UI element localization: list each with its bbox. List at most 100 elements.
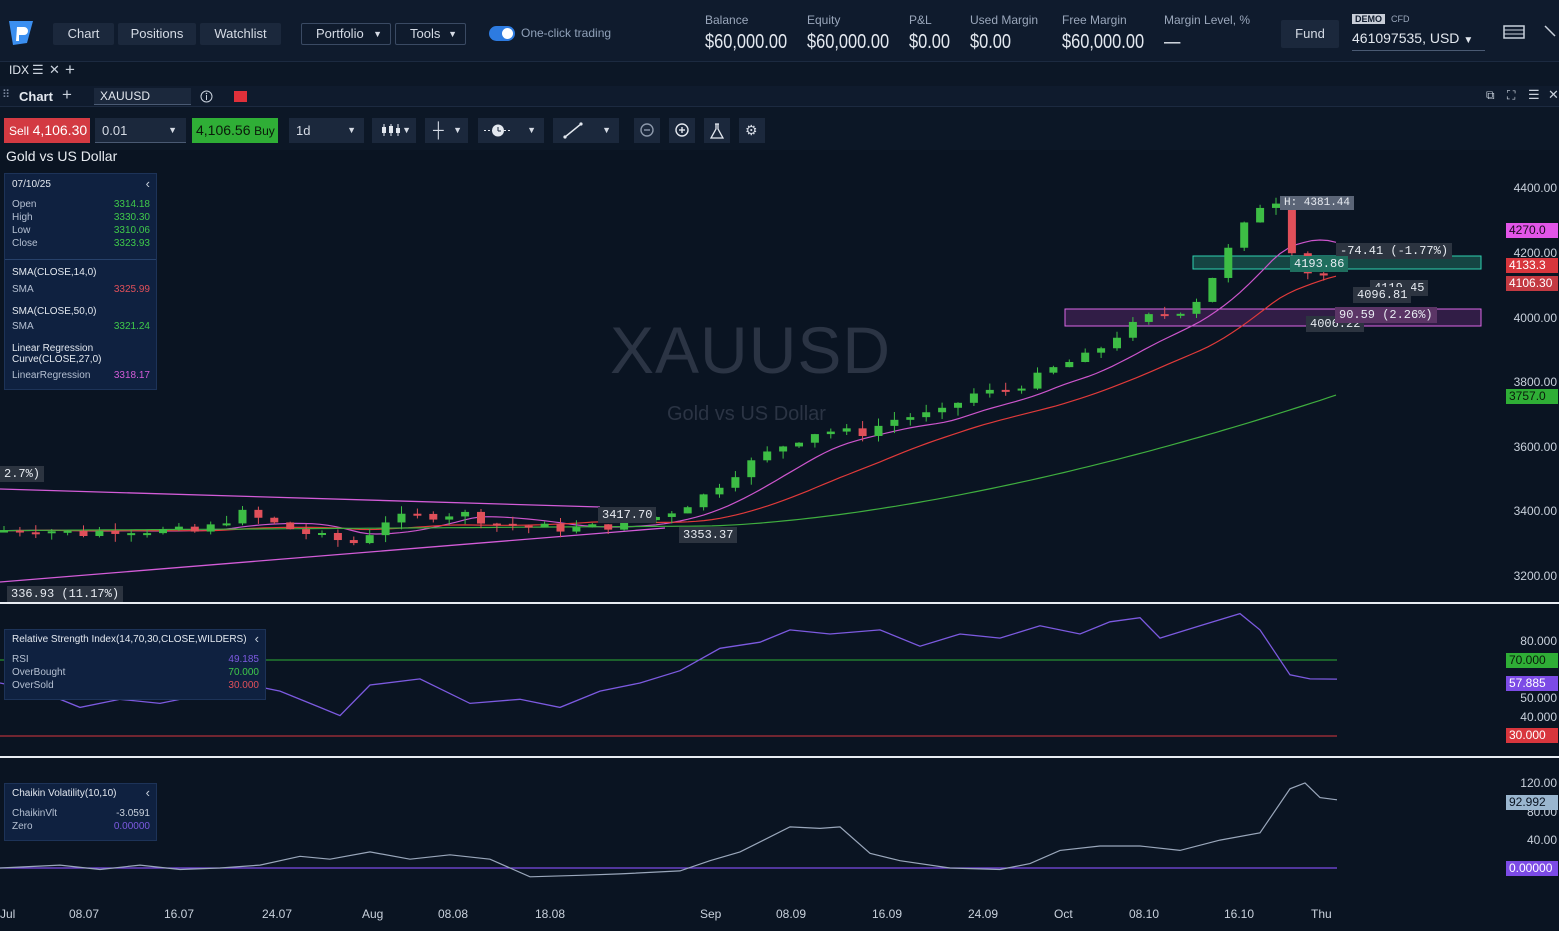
candle-body[interactable] xyxy=(1319,273,1328,276)
candle-body[interactable] xyxy=(1065,362,1074,368)
studies-button[interactable] xyxy=(704,118,730,143)
fullscreen-icon[interactable]: ⛶ xyxy=(1507,88,1516,102)
zoom-out-button[interactable] xyxy=(634,118,660,143)
candle-body[interactable] xyxy=(445,516,454,520)
candle-body[interactable] xyxy=(556,523,565,532)
pane-separator[interactable] xyxy=(0,602,1559,604)
one-click-toggle[interactable] xyxy=(489,26,515,41)
candle-body[interactable] xyxy=(922,412,931,418)
candle-body[interactable] xyxy=(222,523,231,526)
candle-body[interactable] xyxy=(763,451,772,461)
candle-body[interactable] xyxy=(1049,367,1058,373)
candle-body[interactable] xyxy=(938,407,947,413)
candle-body[interactable] xyxy=(969,393,978,403)
candle-body[interactable] xyxy=(333,532,342,541)
color-marker-icon[interactable] xyxy=(234,91,247,102)
app-logo-icon[interactable] xyxy=(5,17,37,49)
nav-watchlist-button[interactable]: Watchlist xyxy=(200,23,281,45)
candle-body[interactable] xyxy=(15,530,24,533)
candle-body[interactable] xyxy=(0,530,8,533)
candle-body[interactable] xyxy=(1256,207,1265,223)
candle-body[interactable] xyxy=(429,513,438,520)
candle-body[interactable] xyxy=(604,524,613,530)
candle-body[interactable] xyxy=(588,524,597,528)
candle-body[interactable] xyxy=(906,417,915,420)
candle-body[interactable] xyxy=(985,389,994,394)
trendline-upper[interactable] xyxy=(0,488,601,508)
candle-body[interactable] xyxy=(174,526,183,530)
candle-body[interactable] xyxy=(890,419,899,426)
candle-body[interactable] xyxy=(492,523,501,526)
symbol-input[interactable]: XAUUSD xyxy=(94,88,191,105)
candle-body[interactable] xyxy=(79,530,88,537)
candle-body[interactable] xyxy=(397,513,406,523)
candle-body[interactable] xyxy=(413,513,422,516)
candle-body[interactable] xyxy=(477,511,485,524)
candle-body[interactable] xyxy=(826,431,835,435)
candle-body[interactable] xyxy=(731,477,740,488)
candle-body[interactable] xyxy=(1287,203,1296,254)
quantity-input[interactable]: 0.01 ▼ xyxy=(95,118,186,143)
candle-body[interactable] xyxy=(47,531,56,534)
collapse-icon[interactable]: ‹ xyxy=(145,176,150,191)
add-tab-icon[interactable]: + xyxy=(65,60,75,79)
candle-body[interactable] xyxy=(461,511,470,517)
candle-body[interactable] xyxy=(1160,314,1169,317)
candle-body[interactable] xyxy=(667,513,676,517)
candle-body[interactable] xyxy=(270,517,279,523)
add-chart-icon[interactable]: + xyxy=(62,85,72,104)
candle-body[interactable] xyxy=(1081,352,1090,363)
buy-button[interactable]: 4,106.56 Buy xyxy=(192,118,278,143)
candle-body[interactable] xyxy=(111,530,120,534)
trendline-lower[interactable] xyxy=(0,527,666,583)
close-chart-icon[interactable]: ✕ xyxy=(1548,87,1559,102)
close-tab-icon[interactable]: ✕ xyxy=(49,62,60,77)
candle-body[interactable] xyxy=(1272,203,1280,208)
candle-body[interactable] xyxy=(190,526,199,532)
candle-body[interactable] xyxy=(524,525,533,528)
candle-body[interactable] xyxy=(318,532,326,535)
candle-body[interactable] xyxy=(874,425,883,437)
chart-area[interactable]: Gold vs US Dollar XAUUSD Gold vs US Doll… xyxy=(0,148,1559,931)
candle-body[interactable] xyxy=(954,402,962,408)
candle-body[interactable] xyxy=(349,540,358,544)
candle-body[interactable] xyxy=(810,434,819,443)
candle-body[interactable] xyxy=(795,442,803,447)
candle-body[interactable] xyxy=(1097,348,1106,353)
candle-body[interactable] xyxy=(254,509,263,518)
settings-button[interactable]: ⚙ xyxy=(739,118,765,143)
sell-button[interactable]: Sell 4,106.30 xyxy=(4,118,90,143)
tools-dropdown[interactable]: Tools ▼ xyxy=(395,23,466,45)
candle-body[interactable] xyxy=(1208,277,1217,302)
layout-icon[interactable] xyxy=(1503,25,1525,39)
menu-icon[interactable]: ☰ xyxy=(32,62,44,77)
popout-icon[interactable]: ⧉ xyxy=(1486,88,1495,102)
time-tool-dropdown[interactable]: ▼ xyxy=(478,118,544,143)
candle-body[interactable] xyxy=(572,527,581,532)
candle-body[interactable] xyxy=(1017,388,1026,391)
candle-body[interactable] xyxy=(699,494,708,508)
collapse-icon[interactable]: ‹ xyxy=(145,785,150,800)
candle-body[interactable] xyxy=(1001,389,1010,392)
candle-body[interactable] xyxy=(302,529,311,535)
candle-body[interactable] xyxy=(508,523,517,526)
nav-chart-button[interactable]: Chart xyxy=(53,23,114,45)
candle-body[interactable] xyxy=(842,428,851,432)
close-icon[interactable] xyxy=(1543,24,1557,40)
pane-separator[interactable] xyxy=(0,756,1559,758)
crosshair-dropdown[interactable]: ┼ ▼ xyxy=(425,118,468,143)
candle-body[interactable] xyxy=(63,530,72,533)
candle-body[interactable] xyxy=(159,529,167,534)
candle-body[interactable] xyxy=(1144,314,1153,322)
drag-handle-icon[interactable]: ⠿ xyxy=(2,89,11,101)
candle-body[interactable] xyxy=(715,487,724,495)
zoom-in-button[interactable] xyxy=(669,118,695,143)
chart-menu-icon[interactable]: ☰ xyxy=(1528,87,1540,102)
candles[interactable] xyxy=(0,197,1328,547)
candle-body[interactable] xyxy=(206,524,215,532)
account-selector[interactable]: 461097535, USD ▼ xyxy=(1352,30,1485,51)
chart-type-dropdown[interactable]: ▼ xyxy=(372,118,416,143)
candle-body[interactable] xyxy=(1240,222,1249,248)
timeframe-dropdown[interactable]: 1d ▼ xyxy=(289,118,364,143)
candle-body[interactable] xyxy=(858,428,867,437)
